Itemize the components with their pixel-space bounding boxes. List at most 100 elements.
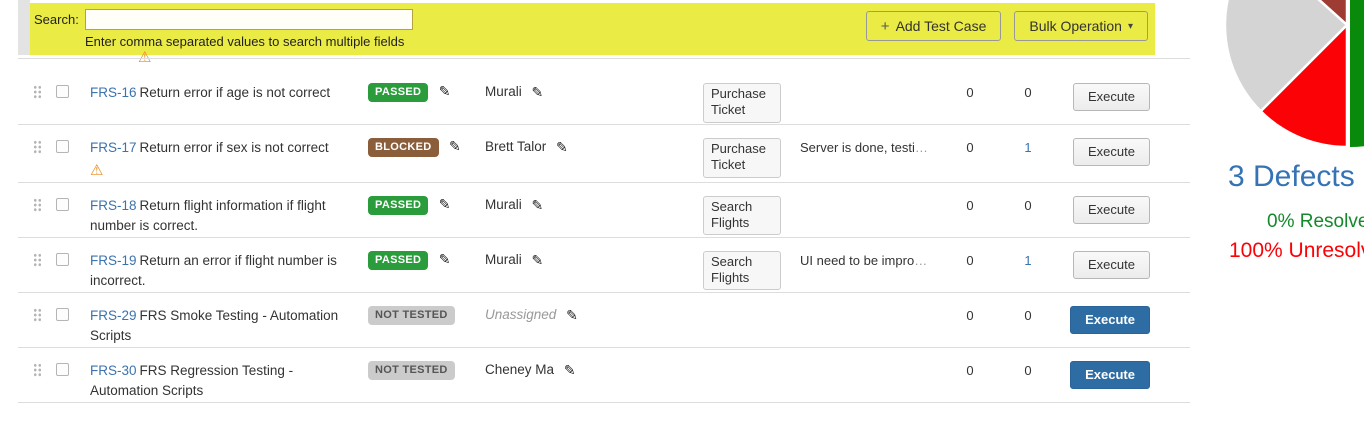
status-badge: PASSED (368, 250, 429, 270)
component-tag: Search Flights (703, 250, 781, 290)
test-case-name-cell: FRS-18 Return flight information if fligh… (90, 196, 358, 237)
row-checkbox[interactable] (56, 197, 69, 211)
execute-button[interactable]: Execute (1070, 305, 1150, 334)
bulk-operation-button[interactable]: Bulk Operation ▾ (1014, 11, 1148, 41)
table-row-frs-16: FRS-16 Return error if age is not correct… (18, 59, 1190, 125)
defect-resolved-label: 0% Resolved (1267, 211, 1364, 232)
edit-status-icon[interactable]: ✎ (438, 195, 451, 212)
edit-assignee-icon[interactable]: ✎ (531, 251, 544, 268)
execute-cell: Execute (1056, 138, 1190, 166)
gray-slice (1223, 0, 1349, 114)
search-input[interactable] (85, 9, 413, 30)
search-label: Search: (34, 12, 79, 27)
defect-unresolved-label: 100% Unresolved (1229, 239, 1364, 262)
defect-summary-title: 3 Defects (1228, 160, 1355, 193)
defect-count: 0 (1024, 307, 1032, 323)
ellipsis: … (914, 252, 928, 268)
row-checkbox[interactable] (56, 140, 69, 153)
drag-handle-icon[interactable] (33, 307, 42, 322)
defect-count-link[interactable]: 1 (1024, 252, 1032, 268)
test-case-link[interactable]: FRS-16 (90, 85, 137, 100)
table-row-frs-30: FRS-30 FRS Regression Testing - Automatio… (18, 348, 1190, 403)
defect-count: 0 (1024, 85, 1032, 100)
search-hint: Enter comma separated values to search m… (85, 34, 405, 49)
status-cell: PASSED ✎ (368, 195, 468, 215)
execute-cell: Execute (1056, 195, 1190, 224)
execute-cell: Execute (1056, 305, 1190, 334)
defect-count: 0 (1024, 197, 1032, 213)
drag-handle-icon[interactable] (33, 197, 42, 212)
execution-count: 0 (966, 140, 974, 155)
execute-button[interactable]: Execute (1073, 195, 1150, 224)
execute-button[interactable]: Execute (1070, 360, 1150, 389)
status-badge: PASSED (368, 195, 429, 215)
assignee-cell: Brett Talor ✎ (485, 138, 681, 156)
execution-count: 0 (966, 85, 974, 100)
test-case-name: FRS Smoke Testing - Automation Scripts (90, 307, 339, 343)
edit-assignee-icon[interactable]: ✎ (556, 139, 568, 155)
edit-assignee-icon[interactable]: ✎ (531, 84, 544, 100)
execution-count: 0 (966, 252, 974, 268)
assignee: Unassigned (485, 306, 557, 322)
status-badge: PASSED (368, 83, 429, 102)
status-badge: BLOCKED (368, 138, 439, 157)
edit-status-icon[interactable]: ✎ (448, 138, 461, 154)
execute-button[interactable]: Execute (1073, 138, 1150, 166)
comment-cell (800, 306, 940, 308)
test-case-name-cell: FRS-30 FRS Regression Testing - Automatio… (90, 361, 358, 402)
test-case-name-cell: FRS-17 Return error if sex is not correct… (90, 138, 358, 182)
test-case-link[interactable]: FRS-17 (90, 140, 137, 155)
row-checkbox[interactable] (56, 252, 69, 266)
drag-handle-icon[interactable] (33, 140, 42, 154)
test-case-name-cell: FRS-16 Return error if age is not correct (90, 83, 358, 103)
comment-cell: UI need to be impro… (800, 251, 940, 268)
table-row-frs-18: FRS-18 Return flight information if fligh… (18, 183, 1190, 238)
drag-handle-icon[interactable] (33, 252, 42, 267)
execute-button[interactable]: Execute (1073, 83, 1150, 111)
test-case-link[interactable]: FRS-30 (90, 362, 137, 378)
green-slice (1350, 0, 1364, 147)
bulk-operation-label: Bulk Operation (1029, 18, 1122, 34)
edit-status-icon[interactable]: ✎ (438, 83, 451, 99)
row-checkbox[interactable] (56, 307, 69, 321)
edit-assignee-icon[interactable]: ✎ (563, 361, 576, 378)
execution-count: 0 (966, 307, 974, 323)
execution-count: 0 (966, 362, 974, 378)
test-case-name-cell: FRS-19 Return an error if flight number i… (90, 251, 358, 292)
warning-icon: ⚠ (90, 162, 104, 180)
test-case-link[interactable]: FRS-29 (90, 307, 137, 323)
toolbar-buttons: + Add Test Case Bulk Operation ▾ (865, 11, 1148, 41)
warning-icon: ⚠ (138, 49, 152, 66)
comment-cell (800, 83, 940, 85)
test-case-link[interactable]: FRS-19 (90, 252, 137, 268)
table-row-frs-29: FRS-29 FRS Smoke Testing - Automation Scr… (18, 293, 1190, 348)
row-checkbox[interactable] (56, 362, 69, 376)
add-test-case-button[interactable]: + Add Test Case (865, 11, 1002, 41)
component-tag: Purchase Ticket (703, 138, 781, 178)
defect-count-link[interactable]: 1 (1024, 140, 1032, 155)
test-case-table: FRS-16 Return error if age is not correct… (18, 58, 1190, 403)
test-case-name: FRS Regression Testing - Automation Scri… (90, 362, 294, 398)
plus-icon: + (880, 17, 890, 35)
execute-cell: Execute (1056, 250, 1190, 279)
edit-assignee-icon[interactable]: ✎ (531, 196, 544, 213)
drag-handle-icon[interactable] (33, 362, 42, 377)
add-test-case-label: Add Test Case (895, 18, 987, 34)
table-row-frs-17: FRS-17 Return error if sex is not correct… (18, 125, 1190, 183)
test-case-link[interactable]: FRS-18 (90, 197, 137, 213)
drag-handle-icon[interactable] (33, 85, 42, 99)
execute-button[interactable]: Execute (1073, 250, 1150, 279)
edit-status-icon[interactable]: ✎ (438, 250, 451, 267)
edit-assignee-icon[interactable]: ✎ (566, 306, 578, 323)
test-case-name: Return flight information if flight numb… (90, 197, 326, 233)
defect-count: 0 (1024, 362, 1032, 378)
component-cell: Search Flights (703, 250, 798, 290)
assignee-cell: Murali ✎ (485, 196, 681, 214)
row-checkbox[interactable] (56, 85, 69, 98)
red-slice (1258, 21, 1349, 149)
component-tag: Search Flights (703, 195, 781, 235)
status-badge: NOT TESTED (368, 305, 455, 325)
component-cell: Purchase Ticket (703, 138, 798, 178)
gutter-strip (18, 0, 30, 55)
